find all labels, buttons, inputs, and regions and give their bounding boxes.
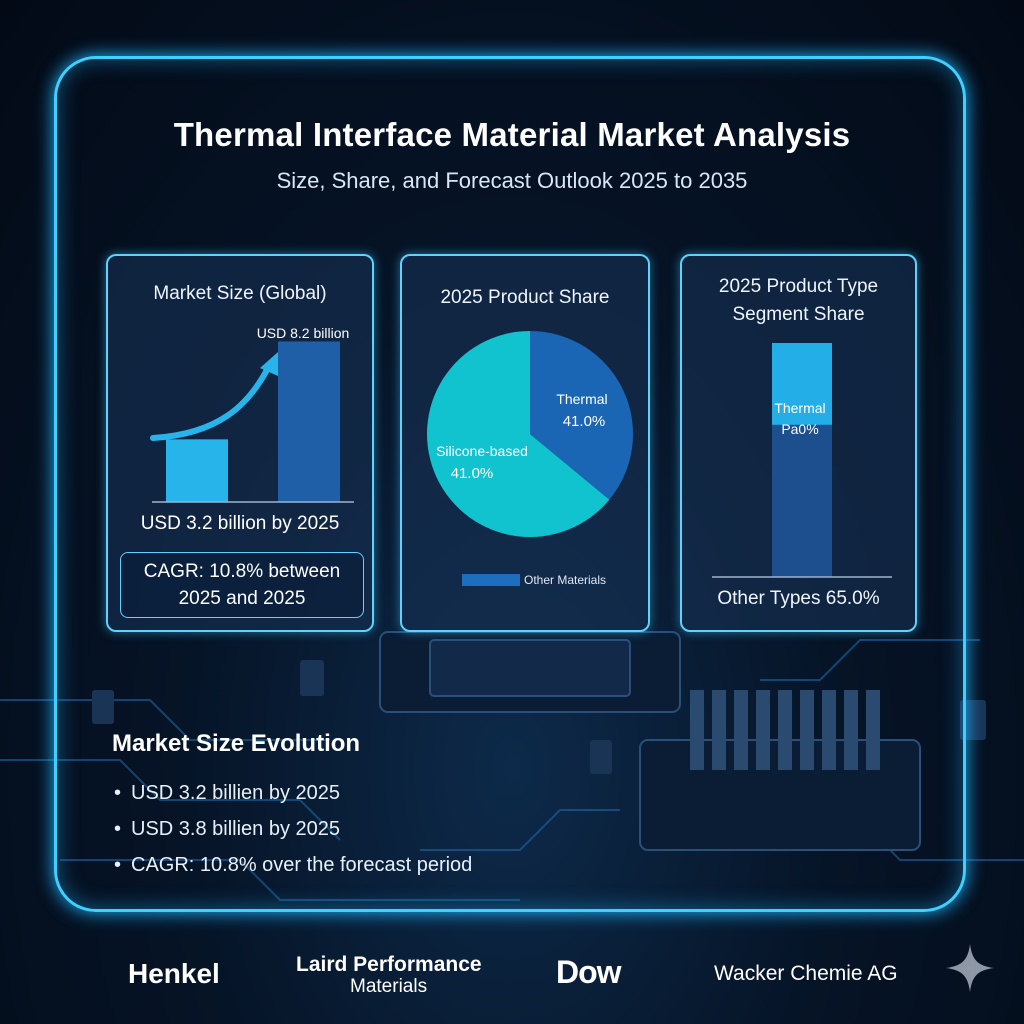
market-bar-1 bbox=[278, 341, 340, 502]
pie-label-silicone-line1: Silicone-based bbox=[436, 443, 528, 459]
laird-logo-line1: Laird Performance bbox=[296, 953, 482, 976]
cagr-box: CAGR: 10.8% between 2025 and 2025 bbox=[120, 552, 364, 618]
segment-share-card: 2025 Product Type Segment Share Thermal … bbox=[680, 254, 917, 632]
segment-top-label-line2: Pa0% bbox=[781, 421, 818, 437]
bar-value-label-line1: USD 8.2 billion bbox=[256, 325, 350, 341]
legend-label: Other Materials bbox=[524, 573, 606, 587]
segment-stacked-bar-chart: Thermal Pa0% bbox=[712, 343, 892, 578]
evolution-item: USD 3.2 billien by 2025 bbox=[114, 780, 472, 816]
segment-top-label-line1: Thermal bbox=[774, 400, 825, 416]
glowing-frame bbox=[54, 56, 966, 912]
laird-logo-line2: Materials bbox=[350, 976, 428, 997]
dow-logo: Dow bbox=[556, 954, 622, 990]
page-title: Thermal Interface Material Market Analys… bbox=[173, 116, 851, 153]
stack-segment-1 bbox=[772, 424, 832, 577]
pie-slice-0 bbox=[427, 331, 610, 537]
pie-label-thermal-line1: Thermal bbox=[556, 391, 607, 407]
market-size-bar-chart bbox=[150, 341, 354, 503]
market-bar-0 bbox=[166, 439, 228, 502]
evolution-item: USD 3.8 billien by 2025 bbox=[114, 816, 472, 852]
evolution-item: CAGR: 10.8% over the forecast period bbox=[114, 852, 472, 888]
legend-swatch bbox=[462, 574, 520, 586]
market-size-heading: Market Size (Global) bbox=[153, 283, 327, 304]
product-share-heading: 2025 Product Share bbox=[440, 287, 610, 308]
market-size-card: Market Size (Global) USD 8.2 billion in … bbox=[106, 254, 374, 632]
product-share-card: 2025 Product Share Silicone-based 41.0% … bbox=[400, 254, 650, 632]
growth-arrow-icon bbox=[150, 365, 271, 441]
cagr-line1: CAGR: 10.8% between bbox=[143, 561, 341, 582]
pie-label-silicone-line2: 41.0% bbox=[451, 465, 494, 482]
sparkle-icon bbox=[946, 944, 994, 992]
cagr-line2: 2025 and 2025 bbox=[178, 588, 306, 609]
segment-bottom-label: Other Types 65.0% bbox=[717, 588, 880, 609]
segment-heading-line2: Segment Share bbox=[732, 304, 865, 325]
stack-segment-0 bbox=[772, 343, 832, 425]
current-market-value: USD 3.2 billion by 2025 bbox=[140, 513, 340, 534]
evolution-heading: Market Size Evolution bbox=[112, 730, 361, 757]
evolution-list: USD 3.2 billien by 2025 USD 3.8 billien … bbox=[114, 780, 472, 888]
product-share-pie-chart: Silicone-based 41.0% Thermal 41.0% Other… bbox=[427, 331, 633, 587]
henkel-logo: Henkel bbox=[128, 958, 220, 989]
wacker-logo: Wacker Chemie AG bbox=[714, 962, 898, 985]
laird-logo: Laird Performance Materials bbox=[296, 954, 482, 997]
segment-heading-line1: 2025 Product Type bbox=[718, 276, 879, 297]
page-subtitle: Size, Share, and Forecast Outlook 2025 t… bbox=[276, 168, 748, 193]
pie-label-thermal-line2: 41.0% bbox=[563, 413, 606, 430]
pie-slice-1 bbox=[530, 331, 633, 500]
segment-share-heading: 2025 Product Type Segment Share bbox=[682, 273, 915, 329]
growth-arrow-head-icon bbox=[260, 352, 278, 376]
